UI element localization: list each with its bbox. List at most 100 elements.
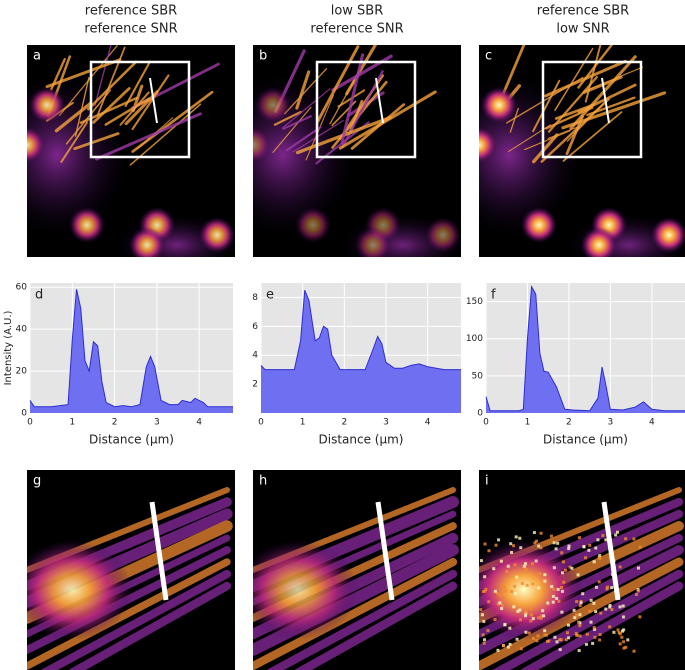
x-tick-label: 3 [383, 418, 389, 428]
noise [578, 634, 582, 638]
panel-label: b [259, 49, 267, 64]
x-tick-label: 0 [258, 418, 264, 428]
column-header: low SBR [331, 4, 384, 19]
noise [503, 622, 507, 626]
filament [294, 581, 458, 670]
noise [529, 613, 533, 617]
noise [498, 601, 502, 605]
noise [638, 615, 642, 619]
noise [587, 548, 591, 552]
noise [572, 608, 576, 612]
x-tick-label: 4 [196, 418, 202, 428]
noise [584, 556, 588, 560]
noise [618, 565, 622, 569]
noise [558, 648, 562, 652]
noise [556, 587, 560, 591]
profile-line [375, 501, 395, 601]
noise [513, 584, 517, 588]
image-panel: c [479, 45, 685, 257]
y-tick-label: 100 [466, 334, 483, 344]
noise [553, 635, 557, 639]
filament [509, 107, 519, 133]
noise [537, 586, 541, 590]
roi-box [315, 60, 417, 159]
filament [45, 58, 122, 89]
panel-label: f [491, 288, 496, 303]
x-tick-label: 2 [341, 418, 347, 428]
noise [577, 536, 581, 540]
noise [519, 546, 523, 550]
noise [608, 605, 612, 609]
image [27, 45, 235, 257]
bright-region [479, 540, 584, 640]
noise [483, 575, 487, 579]
bright-region [27, 540, 132, 640]
noise [534, 559, 538, 563]
noise [589, 598, 593, 602]
noise [578, 624, 582, 628]
noise [556, 541, 560, 545]
noise [543, 573, 547, 577]
filament [316, 45, 360, 123]
bright-spot [295, 207, 331, 243]
roi-box [541, 60, 643, 159]
noise [594, 546, 598, 550]
noise [560, 551, 564, 555]
noise [510, 550, 514, 554]
bright-spot [425, 217, 461, 253]
noise [621, 629, 625, 633]
noise [592, 626, 596, 630]
noise [598, 633, 602, 637]
noise [535, 639, 539, 643]
noise [597, 580, 601, 584]
noise [624, 645, 628, 649]
bright-spot [29, 87, 65, 123]
line [260, 290, 461, 371]
noise [555, 596, 559, 600]
noise [492, 567, 496, 571]
noise [582, 545, 586, 549]
noise [544, 633, 548, 637]
noise [538, 572, 542, 576]
panel-label: g [33, 474, 41, 489]
noise [559, 586, 563, 590]
noise [506, 645, 510, 649]
noise [483, 638, 487, 642]
noise [479, 559, 483, 563]
noise [543, 629, 547, 633]
noise [499, 559, 503, 563]
noise [578, 613, 582, 617]
panel-label: i [485, 474, 489, 489]
x-tick-label: 3 [608, 418, 614, 428]
image-panel: h [253, 470, 461, 670]
noise [574, 613, 578, 617]
noise [574, 631, 578, 635]
filament [340, 53, 365, 145]
x-tick-label: 4 [425, 418, 431, 428]
noise [543, 633, 547, 637]
noise [593, 627, 597, 631]
noise [509, 542, 513, 546]
filament [40, 569, 232, 670]
noise [570, 566, 574, 570]
noise [547, 639, 551, 643]
image-panel: a [27, 45, 235, 257]
noise [636, 589, 640, 593]
noise [621, 615, 625, 619]
noise [576, 573, 580, 577]
filament [87, 60, 138, 111]
noise [551, 594, 555, 598]
bright-spot [581, 227, 617, 257]
noise [577, 649, 581, 653]
noise [515, 575, 519, 579]
noise [564, 638, 568, 642]
noise [483, 589, 487, 593]
noise [608, 603, 612, 607]
noise [483, 542, 487, 546]
noise [614, 533, 618, 537]
noise [598, 556, 602, 560]
noise [529, 619, 533, 623]
filament [74, 76, 90, 137]
filament [94, 45, 112, 107]
filament [547, 76, 598, 133]
